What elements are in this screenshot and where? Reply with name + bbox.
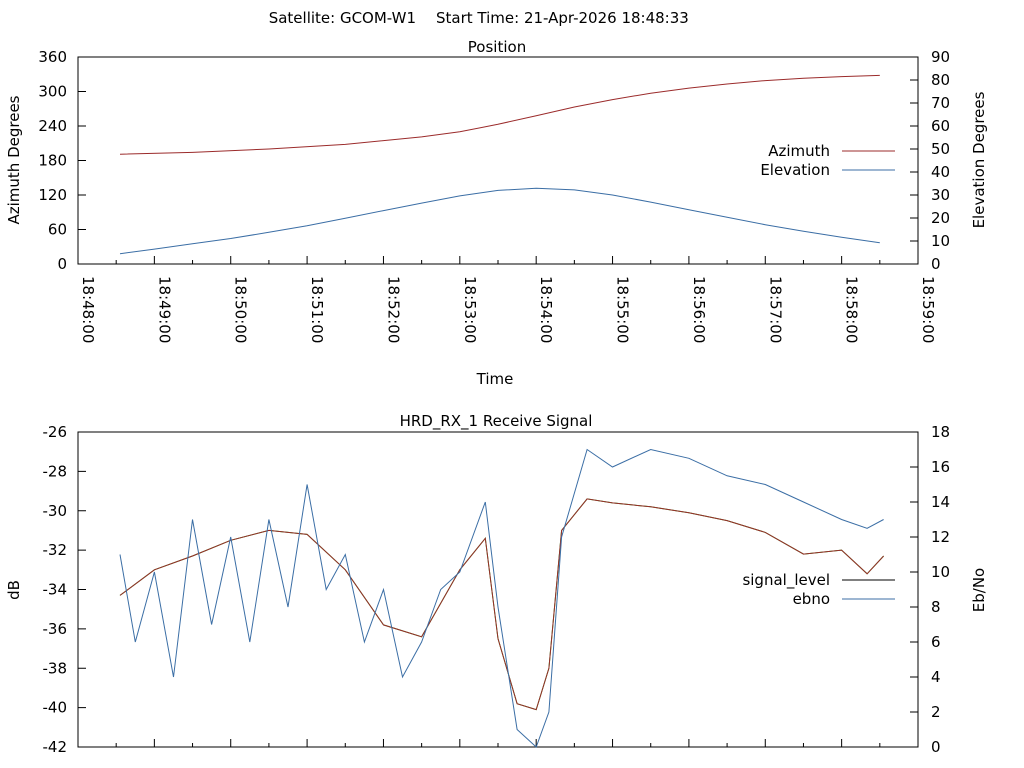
y2-tick-label: 10 <box>931 563 950 581</box>
y-tick-label: -38 <box>43 659 68 677</box>
signal-y2-axis: 0 2 4 6 8 10 12 14 16 18 <box>910 423 950 756</box>
signal-y2label: Eb/No <box>970 568 988 612</box>
y-tick-label: -36 <box>43 620 68 638</box>
x-tick-label: 18:50:00 <box>232 276 250 343</box>
y2-tick-label: 30 <box>931 186 950 204</box>
signal-ylabel: dB <box>5 580 23 600</box>
y-tick-label: -26 <box>43 423 68 441</box>
position-y2-axis: 0 10 20 30 40 50 60 70 80 90 <box>910 48 950 273</box>
y2-tick-label: 18 <box>931 423 950 441</box>
y-tick-label: 60 <box>48 221 67 239</box>
signal-x-axis <box>77 739 919 747</box>
y-tick-label: 240 <box>38 117 67 135</box>
legend-ebno-label: ebno <box>793 590 830 608</box>
position-ylabel: Azimuth Degrees <box>5 95 23 224</box>
y2-tick-label: 20 <box>931 209 950 227</box>
signal-level-line <box>119 498 884 711</box>
position-series <box>119 74 880 255</box>
x-tick-label: 18:48:00 <box>79 276 97 343</box>
y2-tick-label: 90 <box>931 48 950 66</box>
y-tick-label: 360 <box>38 48 67 66</box>
y2-tick-label: 14 <box>931 493 950 511</box>
azimuth-line <box>119 74 880 155</box>
y2-tick-label: 12 <box>931 528 950 546</box>
y2-tick-label: 40 <box>931 163 950 181</box>
y2-tick-label: 8 <box>931 598 941 616</box>
y-tick-label: 0 <box>57 255 67 273</box>
y-tick-label: -40 <box>43 699 68 717</box>
y-tick-label: -28 <box>43 462 68 480</box>
y2-tick-label: 80 <box>931 71 950 89</box>
y2-tick-label: 50 <box>931 140 950 158</box>
x-tick-label: 18:53:00 <box>461 276 479 343</box>
signal-chart: HRD_RX_1 Receive Signal dB Eb/No -42-40-… <box>5 412 988 756</box>
signal-legend: signal_level ebno <box>742 571 895 608</box>
legend-signal-level-label: signal_level <box>742 571 830 590</box>
elevation-line <box>119 187 880 255</box>
legend-azimuth-label: Azimuth <box>768 142 830 160</box>
y-tick-label: -32 <box>43 541 68 559</box>
y2-tick-label: 6 <box>931 633 941 651</box>
y-tick-label: -34 <box>43 581 68 599</box>
y2-tick-label: 16 <box>931 458 950 476</box>
x-tick-label: 18:57:00 <box>766 276 784 343</box>
y2-tick-label: 60 <box>931 117 950 135</box>
y-tick-label: 300 <box>38 83 67 101</box>
y-tick-label: 120 <box>38 186 67 204</box>
position-x-axis: 18:48:00 18:49:00 18:50:00 18:51:00 18:52:00… <box>77 256 937 343</box>
ebno-trace-line <box>119 498 884 711</box>
y2-tick-label: 0 <box>931 255 941 273</box>
x-tick-label: 18:58:00 <box>843 276 861 343</box>
x-tick-label: 18:49:00 <box>155 276 173 343</box>
x-tick-label: 18:52:00 <box>384 276 402 343</box>
y-tick-label: -30 <box>43 502 68 520</box>
legend-elevation-label: Elevation <box>760 161 830 179</box>
signal-y-axis: -42 -40 -38 -36 -34 -32 -30 -28 -26 <box>43 423 86 756</box>
position-xlabel: Time <box>476 370 514 388</box>
position-chart: Position Azimuth Degrees Elevation Degre… <box>5 38 988 388</box>
signal-series <box>119 448 884 748</box>
position-y-axis: 0 60 120 180 240 300 360 <box>38 48 86 273</box>
position-title: Position <box>468 38 526 56</box>
header-satellite: Satellite: GCOM-W1 <box>269 9 416 27</box>
x-tick-label: 18:51:00 <box>308 276 326 343</box>
ebno-line <box>119 448 884 748</box>
x-tick-label: 18:59:00 <box>919 276 937 343</box>
y2-tick-label: 0 <box>931 738 941 756</box>
header-start-time: Start Time: 21-Apr-2026 18:48:33 <box>436 9 689 27</box>
y2-tick-label: 10 <box>931 232 950 250</box>
x-tick-label: 18:56:00 <box>690 276 708 343</box>
signal-title: HRD_RX_1 Receive Signal <box>400 412 593 431</box>
position-y2label: Elevation Degrees <box>970 91 988 228</box>
position-legend: Azimuth Elevation <box>760 142 895 179</box>
y2-tick-label: 4 <box>931 668 941 686</box>
y-tick-label: -42 <box>43 738 68 756</box>
x-tick-label: 18:55:00 <box>614 276 632 343</box>
y-tick-label: 180 <box>38 152 67 170</box>
y2-tick-label: 2 <box>931 703 941 721</box>
x-tick-label: 18:54:00 <box>537 276 555 343</box>
y2-tick-label: 70 <box>931 94 950 112</box>
